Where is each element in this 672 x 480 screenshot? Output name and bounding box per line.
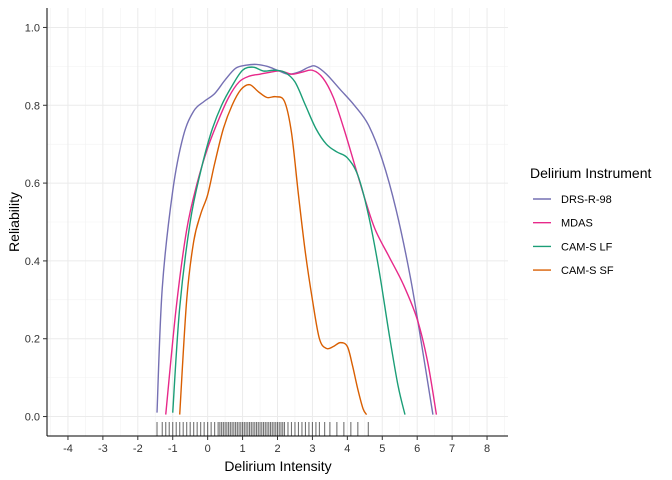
series-line-cam-s-lf [172,66,406,415]
x-tick-label: 4 [344,443,350,455]
series-lines [156,63,438,416]
y-tick-label: 0.2 [25,334,40,346]
x-tick-label: 0 [205,443,211,455]
x-tick-label: 1 [240,443,246,455]
x-tick-label: 7 [449,443,455,455]
x-axis-title: Delirium Intensity [224,458,331,474]
x-tick-label: -3 [98,443,108,455]
legend: Delirium Instrument DRS-R-98 MDAS CAM-S LF… [530,165,651,277]
rug-marks [156,422,369,436]
y-tick-label: 0.8 [25,100,40,112]
series-line-cam-s-sf [179,83,368,416]
x-tick-label: -2 [133,443,143,455]
series-line-mdas [165,69,438,415]
legend-title: Delirium Instrument [530,165,651,181]
y-axis-title: Reliability [6,192,22,252]
y-tick-label: 1.0 [25,22,40,34]
legend-items: DRS-R-98 MDAS CAM-S LF CAM-S SF [533,194,614,277]
y-tick-label: 0.0 [25,412,40,424]
y-tick-label: 0.4 [25,256,40,268]
legend-label-cam-s-lf: CAM-S LF [561,241,613,253]
x-tick-label: 2 [274,443,280,455]
x-tick-label: 5 [379,443,385,455]
legend-label-cam-s-sf: CAM-S SF [561,265,614,277]
x-tick-label: -4 [63,443,73,455]
y-tick-label: 0.6 [25,178,40,190]
x-tick-label: 8 [484,443,490,455]
x-tick-label: 3 [309,443,315,455]
x-tick-label: 6 [414,443,420,455]
legend-label-drs-r-98: DRS-R-98 [561,194,612,206]
grid-major [47,8,508,436]
x-tick-label: -1 [168,443,178,455]
legend-label-mdas: MDAS [561,218,593,230]
x-axis-ticks: -4 -3 -2 -1 0 1 2 3 4 5 6 7 8 [63,436,490,455]
y-axis-ticks: 0.0 0.2 0.4 0.6 0.8 1.0 [25,22,47,424]
